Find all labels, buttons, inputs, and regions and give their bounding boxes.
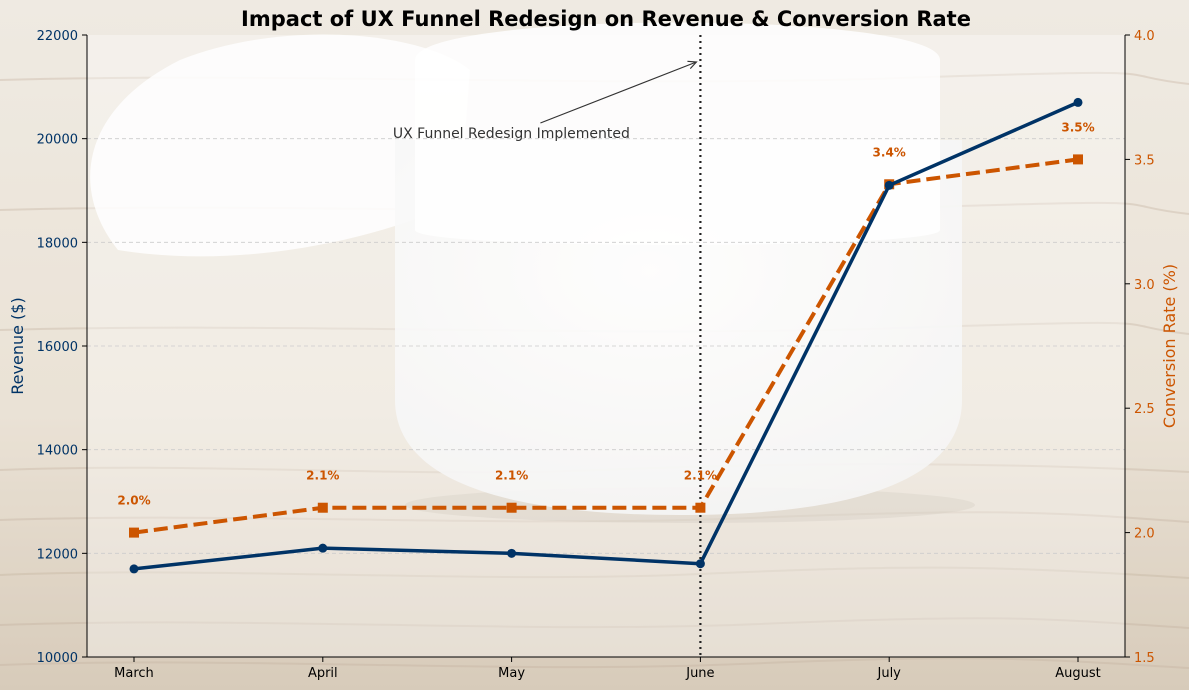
x-axis-ticks: March April May June July August	[114, 657, 1101, 681]
event-marker: UX Funnel Redesign Implemented	[393, 35, 702, 657]
conversion-line	[133, 157, 1079, 535]
revenue-point	[318, 543, 328, 553]
left-tick-label: 16000	[37, 340, 78, 355]
revenue-point	[1073, 97, 1083, 107]
right-tick-label: 3.0	[1134, 278, 1155, 293]
left-tick-label: 20000	[37, 133, 78, 148]
revenue-point	[695, 559, 705, 569]
conversion-data-label: 2.1%	[495, 469, 528, 483]
right-tick-label: 2.0	[1134, 527, 1155, 542]
x-tick-label: April	[308, 666, 338, 681]
revenue-point	[129, 564, 139, 574]
right-tick-label: 3.5	[1134, 153, 1155, 168]
left-tick-label: 14000	[37, 444, 78, 459]
right-axis-title: Conversion Rate (%)	[1160, 264, 1179, 428]
x-tick-label: June	[685, 666, 714, 681]
chart-title: Impact of UX Funnel Redesign on Revenue …	[241, 7, 971, 31]
revenue-point	[507, 548, 517, 558]
annotation-label: UX Funnel Redesign Implemented	[393, 126, 630, 142]
annotation-arrowhead	[687, 60, 698, 70]
left-tick-label: 12000	[37, 547, 78, 562]
right-axis-ticks: 1.5 2.0 2.5 3.0 3.5 4.0	[1125, 29, 1155, 666]
x-tick-label: May	[498, 666, 525, 681]
x-tick-label: March	[114, 666, 154, 681]
conversion-data-label: 2.1%	[684, 469, 717, 483]
left-axis-ticks: 10000 12000 14000 16000 18000 20000 22000	[37, 29, 87, 666]
conversion-data-label: 2.0%	[117, 494, 150, 508]
conversion-point	[506, 502, 517, 513]
left-tick-label: 18000	[37, 236, 78, 251]
x-tick-label: July	[877, 666, 902, 681]
left-tick-label: 22000	[37, 29, 78, 44]
conversion-data-label: 2.1%	[306, 469, 339, 483]
annotation-arrow	[540, 61, 697, 124]
conversion-point	[695, 502, 706, 513]
right-tick-label: 2.5	[1134, 402, 1155, 417]
left-axis-title: Revenue ($)	[8, 297, 27, 394]
conversion-point	[317, 502, 328, 513]
right-tick-label: 1.5	[1134, 651, 1155, 666]
left-tick-label: 10000	[37, 651, 78, 666]
gridlines	[87, 138, 1125, 554]
conversion-data-label: 3.4%	[873, 145, 906, 159]
series-group: 2.0% 2.1% 2.1% 2.1% 3.4% 3.5%	[117, 97, 1095, 574]
conversion-data-label: 3.5%	[1061, 120, 1094, 134]
conversion-point	[129, 527, 139, 538]
revenue-line	[133, 100, 1079, 571]
x-tick-label: August	[1055, 666, 1101, 681]
revenue-point	[884, 180, 894, 190]
right-tick-label: 4.0	[1134, 29, 1155, 44]
conversion-point	[1073, 154, 1083, 165]
